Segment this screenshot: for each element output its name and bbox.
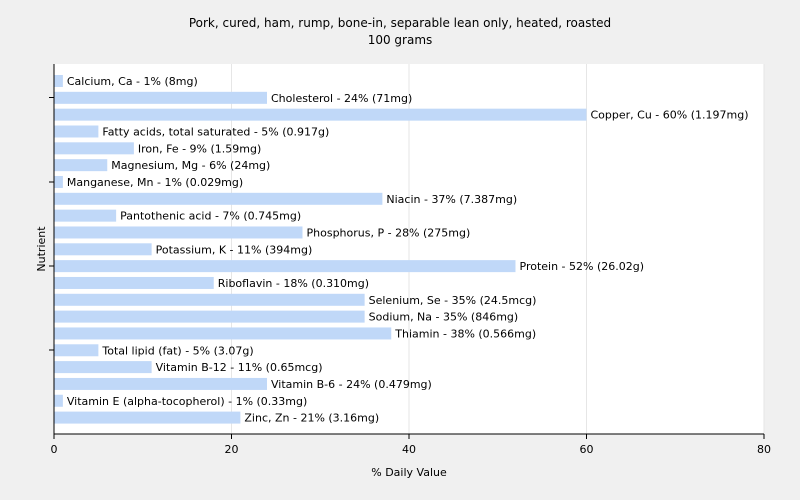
gridlines: [231, 64, 765, 434]
bar: [54, 192, 383, 205]
bar: [54, 327, 392, 340]
bar-label: Selenium, Se - 35% (24.5mcg): [369, 294, 537, 307]
bar: [54, 75, 63, 87]
bar-label: Manganese, Mn - 1% (0.029mg): [67, 176, 243, 189]
bar: [54, 125, 99, 138]
y-axis-label: Nutrient: [35, 226, 48, 272]
bar: [54, 411, 241, 424]
x-tick-label: 80: [757, 443, 771, 456]
bar: [54, 108, 587, 121]
bar-label: Cholesterol - 24% (71mg): [271, 92, 412, 105]
bar-label: Phosphorus, P - 28% (275mg): [307, 226, 471, 239]
bar: [54, 226, 303, 239]
bar-label: Calcium, Ca - 1% (8mg): [67, 75, 198, 88]
x-tick-label: 40: [402, 443, 416, 456]
bar-label: Thiamin - 38% (0.566mg): [394, 327, 536, 340]
x-tick-label: 20: [225, 443, 239, 456]
bar-label: Copper, Cu - 60% (1.197mg): [591, 109, 749, 122]
bar-label: Iron, Fe - 9% (1.59mg): [138, 142, 261, 155]
x-tick-label: 60: [580, 443, 594, 456]
bar-label: Vitamin B-6 - 24% (0.479mg): [271, 378, 432, 391]
bar: [54, 377, 267, 390]
bar: [54, 276, 214, 289]
bar: [54, 209, 117, 222]
bar-label: Riboflavin - 18% (0.310mg): [218, 277, 369, 290]
bar: [54, 293, 365, 306]
bar: [54, 361, 152, 374]
bar-label: Total lipid (fat) - 5% (3.07g): [101, 344, 253, 357]
x-tick-label: 0: [51, 443, 58, 456]
bar-label: Vitamin E (alpha-tocopherol) - 1% (0.33m…: [67, 395, 307, 408]
bars: Calcium, Ca - 1% (8mg) Cholesterol - 24% …: [54, 75, 749, 425]
bar: [54, 344, 99, 357]
bar-label: Sodium, Na - 35% (846mg): [369, 311, 519, 324]
chart-title: Pork, cured, ham, rump, bone-in, separab…: [188, 16, 612, 30]
bar-label: Protein - 52% (26.02g): [520, 260, 645, 273]
bar: [54, 91, 267, 104]
bar-label: Niacin - 37% (7.387mg): [386, 193, 517, 206]
x-ticks: 0 20 40 60 80: [51, 434, 771, 456]
bar-label: Fatty acids, total saturated - 5% (0.917…: [102, 125, 329, 138]
bar: [54, 142, 134, 155]
chart-subtitle: 100 grams: [367, 33, 433, 47]
x-axis-label: % Daily Value: [371, 466, 447, 479]
bar-label: Vitamin B-12 - 11% (0.65mcg): [156, 361, 323, 374]
bar-label: Magnesium, Mg - 6% (24mg): [111, 159, 270, 172]
y-ticks: [49, 97, 54, 351]
bar: [54, 159, 108, 172]
bar: [54, 310, 365, 323]
bar: [54, 243, 152, 256]
bar: [54, 175, 63, 188]
bar: [54, 260, 516, 273]
bar-label: Pantothenic acid - 7% (0.745mg): [120, 210, 301, 223]
bar-label: Zinc, Zn - 21% (3.16mg): [244, 412, 379, 425]
bar: [54, 394, 63, 407]
bar-label: Potassium, K - 11% (394mg): [156, 243, 313, 256]
